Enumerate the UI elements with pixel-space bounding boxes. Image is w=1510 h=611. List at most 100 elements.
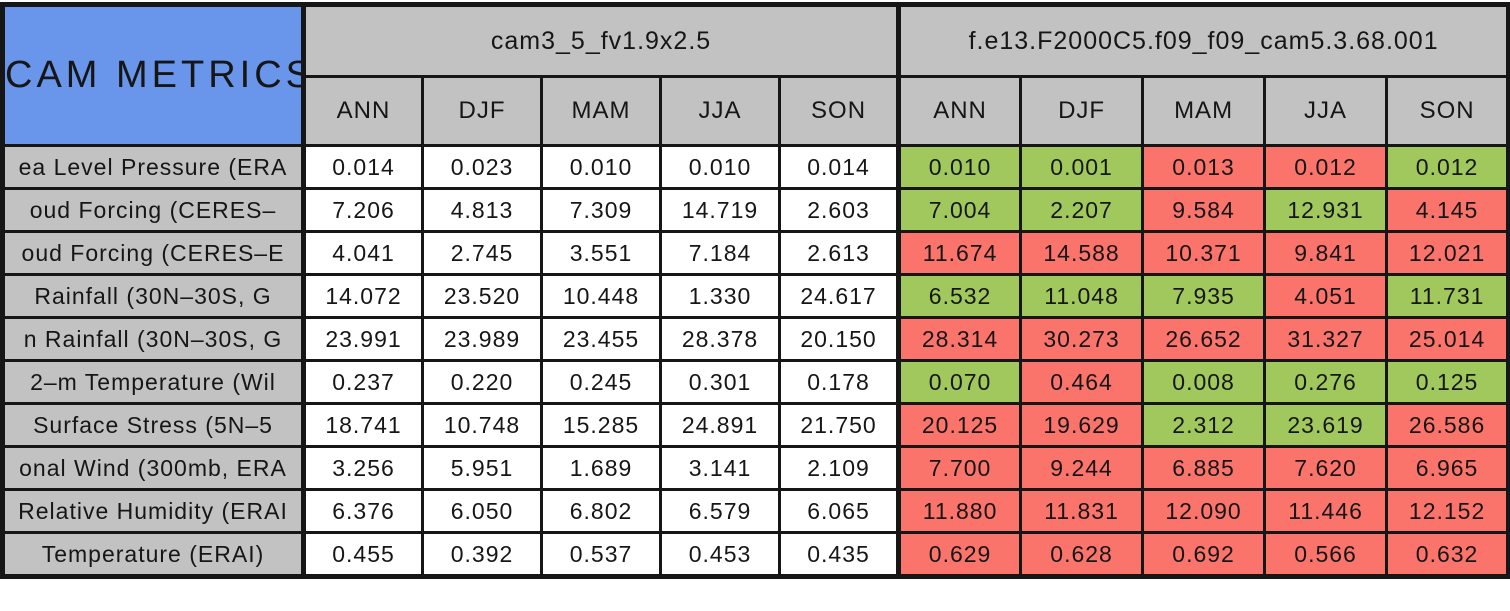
test-value-cell: 7.620 [1263, 445, 1389, 491]
baseline-value-cell: 0.014 [777, 144, 901, 190]
baseline-value-cell: 0.237 [302, 359, 424, 405]
test-value-cell: 0.632 [1385, 531, 1510, 578]
test-value-cell: 2.312 [1141, 402, 1267, 448]
baseline-value-cell: 20.150 [777, 316, 901, 362]
baseline-value-cell: 1.689 [540, 445, 662, 491]
metric-row-label: ea Level Pressure (ERA [1, 144, 306, 190]
baseline-value-cell: 6.065 [777, 488, 901, 534]
season-header-test-son: SON [1385, 75, 1510, 147]
cam-metrics-table: CAM METRICS cam3_5_fv1.9x2.5 f.e13.F2000… [0, 2, 1510, 579]
baseline-value-cell: 3.141 [659, 445, 781, 491]
baseline-value-cell: 23.989 [421, 316, 543, 362]
baseline-value-cell: 28.378 [659, 316, 781, 362]
metric-row: oud Forcing (CERES–E 4.041 2.745 3.551 7.184… [1, 230, 1510, 276]
baseline-value-cell: 6.376 [302, 488, 424, 534]
test-value-cell: 0.566 [1263, 531, 1389, 578]
metric-row-label: n Rainfall (30N–30S, G [1, 316, 306, 362]
baseline-value-cell: 0.301 [659, 359, 781, 405]
season-header-test-mam: MAM [1141, 75, 1267, 147]
metric-row: Surface Stress (5N–5 18.741 10.748 15.285 24… [1, 402, 1510, 448]
baseline-model-name: cam3_5_fv1.9x2.5 [301, 3, 901, 78]
test-value-cell: 4.145 [1385, 187, 1510, 233]
baseline-value-cell: 4.041 [302, 230, 424, 276]
model-name-row: CAM METRICS cam3_5_fv1.9x2.5 f.e13.F2000… [1, 3, 1510, 147]
test-value-cell: 4.051 [1263, 273, 1389, 319]
test-value-cell: 14.588 [1019, 230, 1145, 276]
baseline-value-cell: 0.455 [302, 531, 424, 578]
test-value-cell: 31.327 [1263, 316, 1389, 362]
baseline-value-cell: 6.579 [659, 488, 781, 534]
test-value-cell: 28.314 [896, 316, 1023, 362]
test-value-cell: 11.831 [1019, 488, 1145, 534]
metric-row-label: Surface Stress (5N–5 [1, 402, 306, 448]
metric-row: Temperature (ERAI) 0.455 0.392 0.537 0.453 0.… [1, 531, 1510, 578]
baseline-value-cell: 1.330 [659, 273, 781, 319]
baseline-value-cell: 0.010 [540, 144, 662, 190]
test-value-cell: 11.048 [1019, 273, 1145, 319]
baseline-value-cell: 15.285 [540, 402, 662, 448]
test-value-cell: 0.001 [1019, 144, 1145, 190]
metric-row-label: Temperature (ERAI) [1, 531, 306, 578]
baseline-value-cell: 7.206 [302, 187, 424, 233]
season-header-test-jja: JJA [1263, 75, 1389, 147]
baseline-value-cell: 24.617 [777, 273, 901, 319]
baseline-value-cell: 0.178 [777, 359, 901, 405]
baseline-value-cell: 0.220 [421, 359, 543, 405]
test-value-cell: 7.700 [896, 445, 1023, 491]
season-header-baseline-ann: ANN [302, 75, 424, 147]
test-value-cell: 0.010 [896, 144, 1023, 190]
baseline-value-cell: 2.109 [777, 445, 901, 491]
baseline-value-cell: 0.392 [421, 531, 543, 578]
table-header: CAM METRICS cam3_5_fv1.9x2.5 f.e13.F2000… [1, 3, 1510, 147]
test-value-cell: 0.692 [1141, 531, 1267, 578]
baseline-value-cell: 23.520 [421, 273, 543, 319]
baseline-value-cell: 10.748 [421, 402, 543, 448]
test-value-cell: 6.532 [896, 273, 1023, 319]
test-value-cell: 19.629 [1019, 402, 1145, 448]
baseline-value-cell: 0.010 [659, 144, 781, 190]
test-value-cell: 11.880 [896, 488, 1023, 534]
season-header-baseline-mam: MAM [540, 75, 662, 147]
test-value-cell: 0.008 [1141, 359, 1267, 405]
baseline-value-cell: 6.802 [540, 488, 662, 534]
baseline-value-cell: 23.991 [302, 316, 424, 362]
baseline-value-cell: 0.023 [421, 144, 543, 190]
baseline-value-cell: 6.050 [421, 488, 543, 534]
test-value-cell: 6.885 [1141, 445, 1267, 491]
metric-row-label: onal Wind (300mb, ERA [1, 445, 306, 491]
metric-row: 2–m Temperature (Wil 0.237 0.220 0.245 0.301… [1, 359, 1510, 405]
test-value-cell: 11.731 [1385, 273, 1510, 319]
metric-row: onal Wind (300mb, ERA 3.256 5.951 1.689 3.14… [1, 445, 1510, 491]
baseline-value-cell: 14.719 [659, 187, 781, 233]
baseline-value-cell: 18.741 [302, 402, 424, 448]
metric-row: n Rainfall (30N–30S, G 23.991 23.989 23.455… [1, 316, 1510, 362]
baseline-value-cell: 10.448 [540, 273, 662, 319]
season-header-baseline-jja: JJA [659, 75, 781, 147]
baseline-value-cell: 0.435 [777, 531, 901, 578]
metric-row: Relative Humidity (ERAI 6.376 6.050 6.802 6.… [1, 488, 1510, 534]
season-header-baseline-son: SON [777, 75, 901, 147]
test-model-name: f.e13.F2000C5.f09_f09_cam5.3.68.001 [896, 3, 1510, 78]
test-value-cell: 11.674 [896, 230, 1023, 276]
test-value-cell: 0.070 [896, 359, 1023, 405]
test-value-cell: 26.652 [1141, 316, 1267, 362]
metric-row-label: Rainfall (30N–30S, G [1, 273, 306, 319]
test-value-cell: 0.464 [1019, 359, 1145, 405]
test-value-cell: 7.004 [896, 187, 1023, 233]
baseline-value-cell: 2.745 [421, 230, 543, 276]
test-value-cell: 12.152 [1385, 488, 1510, 534]
baseline-value-cell: 14.072 [302, 273, 424, 319]
test-value-cell: 6.965 [1385, 445, 1510, 491]
metric-row-label: Relative Humidity (ERAI [1, 488, 306, 534]
test-value-cell: 0.012 [1385, 144, 1510, 190]
baseline-value-cell: 2.613 [777, 230, 901, 276]
test-value-cell: 9.584 [1141, 187, 1267, 233]
metric-row-label: 2–m Temperature (Wil [1, 359, 306, 405]
test-value-cell: 9.841 [1263, 230, 1389, 276]
baseline-value-cell: 0.537 [540, 531, 662, 578]
metric-row: Rainfall (30N–30S, G 14.072 23.520 10.448 1.… [1, 273, 1510, 319]
baseline-value-cell: 0.453 [659, 531, 781, 578]
baseline-value-cell: 7.184 [659, 230, 781, 276]
metric-row-label: oud Forcing (CERES– [1, 187, 306, 233]
